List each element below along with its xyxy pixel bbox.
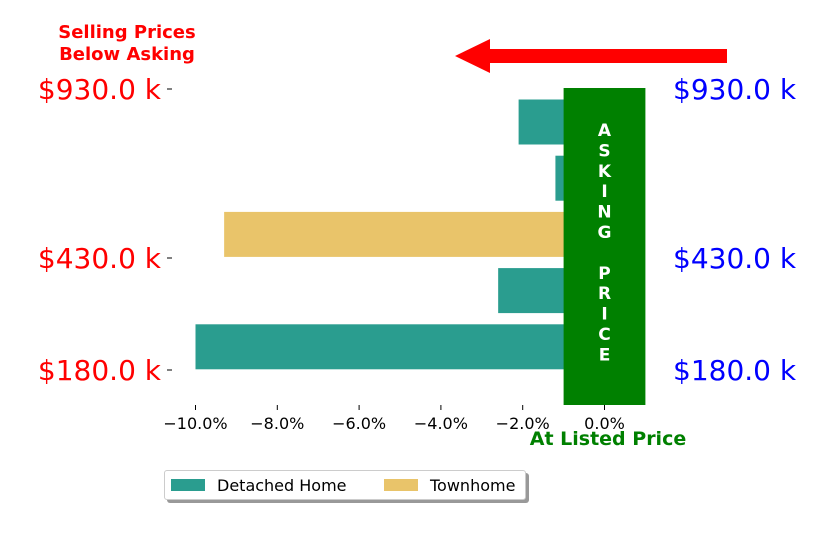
asking-price-letter: I	[601, 305, 607, 325]
y-tick-label-right: $180.0 k	[673, 354, 797, 387]
bar-townhome-2	[224, 211, 605, 257]
legend-item-detached: Detached Home	[171, 475, 347, 495]
asking-price-letter: S	[598, 141, 610, 161]
asking-price-letter: G	[598, 223, 612, 243]
asking-price-band	[563, 88, 646, 405]
legend-swatch-detached	[171, 479, 205, 491]
annotation-below-asking: Selling Prices	[58, 22, 195, 43]
legend: Detached Home Townhome	[164, 470, 526, 500]
asking-price-letter: E	[599, 345, 611, 365]
asking-price-letter: K	[598, 162, 612, 182]
asking-price-letter: R	[598, 284, 611, 304]
x-tick-label: −4.0%	[414, 414, 468, 433]
x-tick-label: −10.0%	[163, 414, 227, 433]
bar-detached-home-0	[195, 324, 605, 370]
legend-swatch-townhome	[384, 479, 418, 491]
asking-price-letter: N	[597, 203, 611, 223]
x-tick-label: 0.0%	[584, 414, 625, 433]
y-tick-label-right: $930.0 k	[673, 73, 797, 106]
y-tick-label-left: $930.0 k	[38, 73, 162, 106]
x-tick-label: −2.0%	[496, 414, 550, 433]
asking-price-letter: A	[598, 121, 612, 141]
x-tick-label: −6.0%	[332, 414, 386, 433]
asking-price-letter: P	[598, 264, 610, 284]
x-tick-label: −8.0%	[250, 414, 304, 433]
annotation-below-asking: Below Asking	[59, 44, 195, 65]
arrow-shaft	[489, 49, 727, 63]
annotation-at-listed-price: At Listed Price	[530, 428, 686, 450]
y-tick-label-right: $430.0 k	[673, 242, 797, 275]
y-tick-label-left: $430.0 k	[38, 242, 162, 275]
y-tick-label-left: $180.0 k	[38, 354, 162, 387]
arrow-left-icon	[455, 39, 490, 73]
asking-price-letter: C	[598, 325, 610, 345]
legend-label-detached: Detached Home	[217, 475, 347, 495]
legend-label-townhome: Townhome	[430, 475, 516, 495]
legend-item-townhome: Townhome	[384, 475, 515, 495]
asking-price-letter: I	[601, 182, 607, 202]
